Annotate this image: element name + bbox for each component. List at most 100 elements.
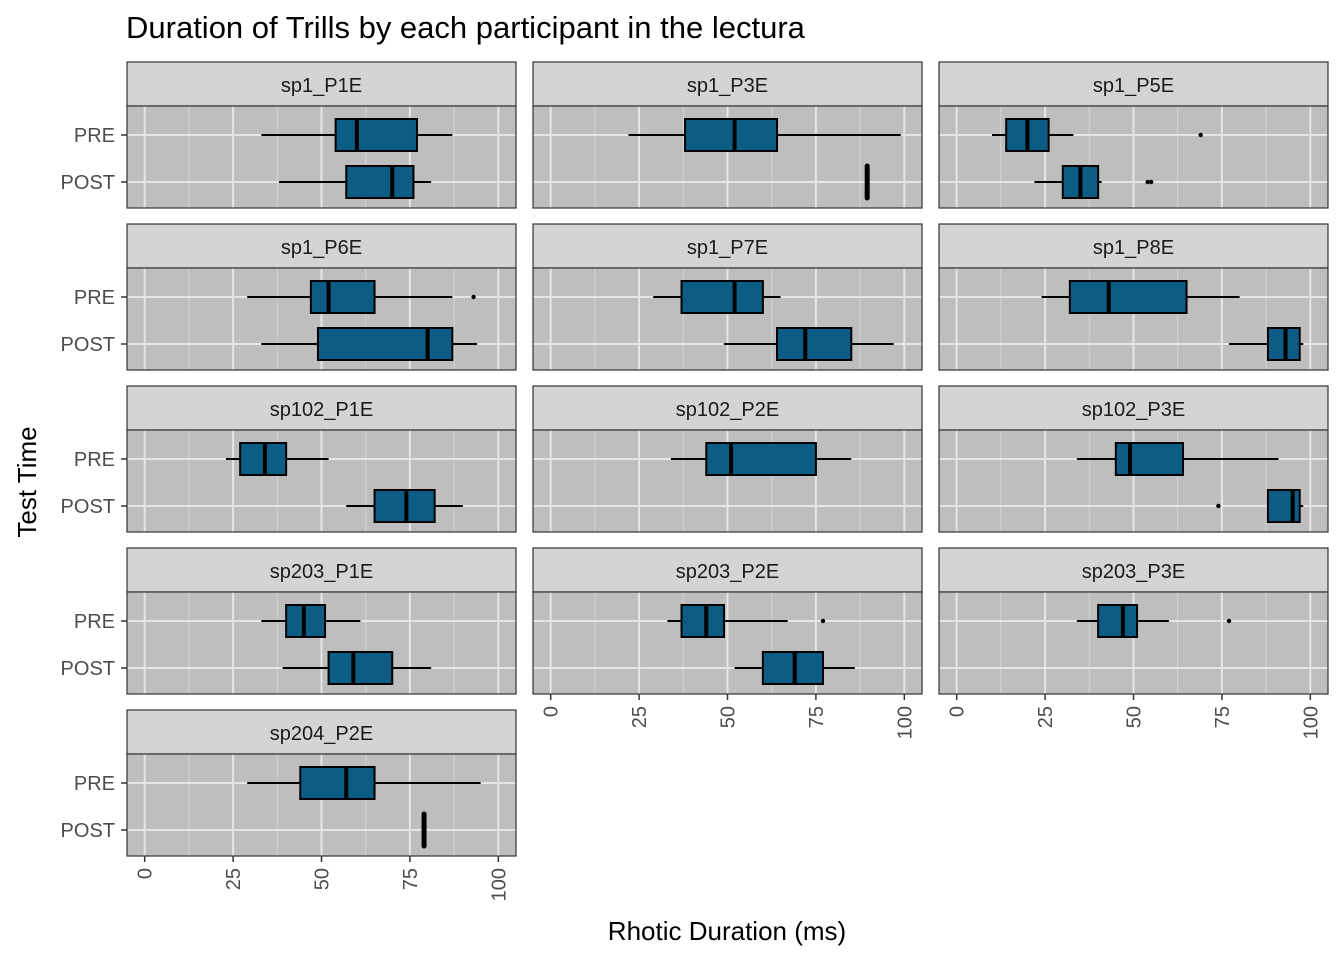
facet-sp1_P3E: sp1_P3E xyxy=(532,61,923,209)
box-pre xyxy=(653,280,781,314)
box-iqr xyxy=(705,442,817,476)
facet-strip xyxy=(126,547,517,593)
y-tick-label: POST xyxy=(61,172,115,194)
facet-strip-label: sp203_P1E xyxy=(270,561,373,583)
panel-border xyxy=(938,267,1329,371)
facet-strip-label: sp1_P1E xyxy=(281,75,362,97)
x-tick-label: 0 xyxy=(541,706,563,717)
panel-border xyxy=(126,429,517,533)
facet-strip-label: sp204_P2E xyxy=(270,723,373,745)
x-tick-label: 75 xyxy=(400,868,422,890)
y-tick-label: PRE xyxy=(74,125,115,147)
y-tick-label: PRE xyxy=(74,611,115,633)
facet-sp204_P2E: sp204_P2E PRE POST 0 25 50 75 100 xyxy=(61,709,517,901)
facet-sp102_P3E: sp102_P3E xyxy=(938,385,1329,533)
x-tick-label: 75 xyxy=(1212,706,1234,728)
panel-border xyxy=(126,105,517,209)
box-post xyxy=(1034,165,1154,199)
box-iqr xyxy=(1266,489,1301,523)
facet-sp102_P1E: sp102_P1E PRE POST xyxy=(61,385,517,533)
facet-strip-label: sp1_P3E xyxy=(687,75,768,97)
x-axis-title: Rhotic Duration (ms) xyxy=(608,916,846,946)
facet-sp1_P5E: sp1_P5E xyxy=(938,61,1329,209)
box-iqr xyxy=(680,280,764,314)
box-pre xyxy=(261,604,361,638)
outlier-point xyxy=(471,294,476,300)
facet-strip-label: sp203_P2E xyxy=(676,561,779,583)
box-post xyxy=(1228,327,1304,361)
box-pre xyxy=(247,280,476,314)
outlier-point xyxy=(1145,179,1150,185)
box-iqr xyxy=(345,165,415,199)
box-iqr xyxy=(680,604,725,638)
facet-strip-label: sp1_P5E xyxy=(1093,75,1174,97)
box-iqr xyxy=(1097,604,1139,638)
facet-strip xyxy=(532,61,923,107)
x-tick-label: 100 xyxy=(894,706,916,739)
box-pre xyxy=(1041,280,1240,314)
box-pre xyxy=(261,118,453,152)
box-post xyxy=(723,327,894,361)
facet-strip xyxy=(938,61,1329,107)
box-iqr xyxy=(684,118,779,152)
outlier-point xyxy=(1216,503,1221,509)
panel-border xyxy=(938,429,1329,533)
x-tick-label: 50 xyxy=(1124,706,1146,728)
box-iqr xyxy=(327,651,394,685)
facet-strip xyxy=(532,547,923,593)
facet-sp1_P6E: sp1_P6E PRE POST xyxy=(61,223,517,371)
y-tick-label: POST xyxy=(61,820,115,842)
outlier-point xyxy=(1148,179,1154,185)
x-tick-label: 100 xyxy=(488,868,510,901)
box-iqr xyxy=(776,327,853,361)
box-iqr xyxy=(309,280,376,314)
x-tick-label: 25 xyxy=(629,706,651,728)
box-iqr xyxy=(1114,442,1185,476)
y-tick-label: PRE xyxy=(74,773,115,795)
x-tick-label: 25 xyxy=(223,868,245,890)
y-tick-label: POST xyxy=(61,496,115,518)
facet-strip-label: sp102_P2E xyxy=(676,399,779,421)
y-tick-label: POST xyxy=(61,334,115,356)
box-pre xyxy=(1076,442,1279,476)
facet-strip-label: sp102_P3E xyxy=(1082,399,1185,421)
box-iqr xyxy=(299,766,376,800)
x-tick-label: 50 xyxy=(312,868,334,890)
panel-border xyxy=(126,267,517,371)
panel-border xyxy=(532,429,923,533)
facet-sp203_P2E: sp203_P2E 0 25 50 75 100 xyxy=(532,547,923,739)
facet-sp102_P2E: sp102_P2E xyxy=(532,385,923,533)
y-tick-label: PRE xyxy=(74,287,115,309)
facet-strip xyxy=(126,709,517,755)
facet-sp1_P1E: sp1_P1E PRE POST xyxy=(61,61,517,209)
facet-strip xyxy=(126,223,517,269)
box-pre xyxy=(1076,604,1232,638)
facet-strip-label: sp203_P3E xyxy=(1082,561,1185,583)
facet-sp203_P1E: sp203_P1E PRE POST xyxy=(61,547,517,695)
box-post xyxy=(346,489,463,523)
facet-sp1_P7E: sp1_P7E xyxy=(532,223,923,371)
box-post xyxy=(261,327,478,361)
chart-title: Duration of Trills by each participant i… xyxy=(126,10,806,45)
facet-panels: sp1_P1E PRE POST sp1_P3E sp1_P5E sp1_P6E PRE PO… xyxy=(61,61,1329,901)
outlier-point xyxy=(820,618,826,624)
facet-strip xyxy=(532,385,923,431)
facet-sp1_P8E: sp1_P8E xyxy=(938,223,1329,371)
box-pre xyxy=(628,118,901,152)
box-post xyxy=(734,651,855,685)
outlier-point xyxy=(1226,618,1232,624)
box-pre xyxy=(670,442,852,476)
facet-strip xyxy=(938,547,1329,593)
box-pre xyxy=(247,766,481,800)
box-iqr xyxy=(1068,280,1188,314)
x-tick-label: 50 xyxy=(718,706,740,728)
box-iqr xyxy=(334,118,418,152)
panel-border xyxy=(532,105,923,209)
outlier-point xyxy=(1198,132,1203,138)
facet-strip xyxy=(938,385,1329,431)
panel-border xyxy=(938,105,1329,209)
x-tick-label: 0 xyxy=(947,706,969,717)
box-post xyxy=(279,165,432,199)
facet-strip-label: sp1_P7E xyxy=(687,237,768,259)
